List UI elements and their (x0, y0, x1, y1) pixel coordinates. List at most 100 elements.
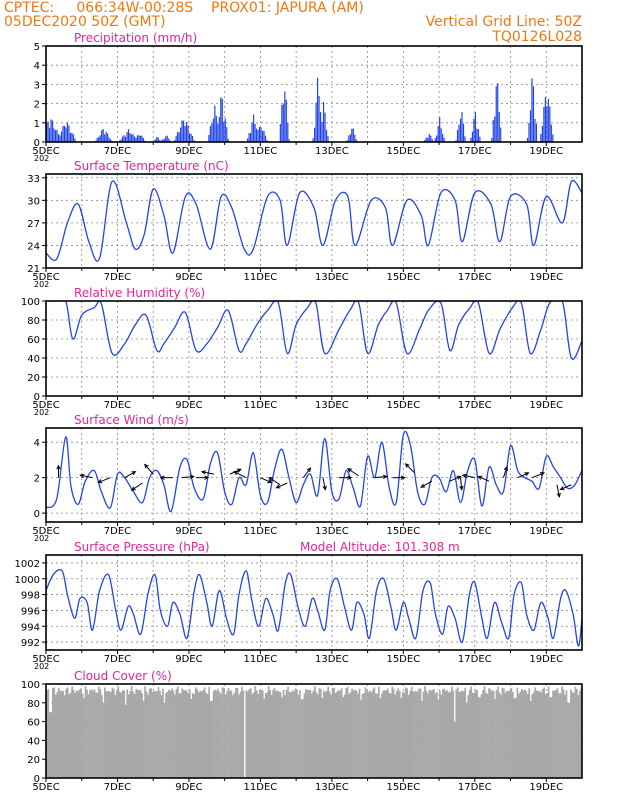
cloud-bar (208, 686, 210, 778)
precip-bar (495, 86, 497, 142)
precip-bar (314, 127, 316, 142)
precip-bar (120, 139, 122, 142)
cloud-bar (367, 691, 370, 778)
precip-bar (249, 133, 252, 142)
wind-arrow-head (382, 474, 388, 479)
precip-bar (98, 136, 100, 142)
wind-arrow-shaft (80, 474, 93, 479)
cloud-bar (449, 691, 452, 778)
cloud-bar (452, 690, 455, 778)
wind-arrow (404, 463, 415, 473)
x-tick-label: 19DEC (529, 526, 563, 537)
cloud-bar (255, 690, 258, 778)
cloud-bar (577, 695, 580, 778)
cloud-bar (217, 688, 219, 778)
header-model-code: TQ0126L028 (492, 29, 582, 45)
y-tick-label: 1000 (15, 575, 40, 586)
cloud-bar (379, 698, 382, 778)
precip-bar (72, 134, 74, 142)
cloud-bar (573, 692, 575, 778)
precip-bar (184, 126, 186, 142)
precip-bar (224, 118, 226, 142)
cloud-bar (571, 692, 574, 778)
wind-arrow-head (236, 468, 242, 473)
y-tick-label: 60 (27, 718, 40, 729)
cloud-bar (89, 690, 91, 778)
cloud-bar (489, 689, 492, 778)
cloud-bar (239, 692, 242, 778)
precip-bar (442, 133, 444, 142)
precip-bar (321, 121, 323, 142)
precip-bar (440, 128, 442, 142)
cloud-bar (166, 691, 169, 778)
x-tick-label: 11DEC (244, 400, 278, 411)
precip-bar (540, 133, 542, 142)
wind-arrow-head (477, 475, 483, 480)
cloud-bar (529, 700, 532, 778)
precip-bar (424, 139, 426, 142)
precip-bar (174, 140, 176, 142)
precip-bar (96, 137, 98, 142)
cloud-bar (269, 689, 272, 778)
cloud-bar (96, 692, 99, 778)
precip-bar (354, 134, 356, 142)
precip-bar (455, 140, 457, 142)
precip-series (46, 77, 554, 142)
precip-bar (254, 123, 256, 142)
precip-bar (59, 135, 61, 142)
cloud-bar (325, 690, 328, 778)
x-tick-label: 11DEC (244, 526, 278, 537)
cloud-title: Cloud Cover (%) (74, 669, 172, 683)
precip-bar (166, 135, 168, 142)
wind-arrow (477, 475, 490, 482)
x-tick-label: 9DEC (175, 146, 202, 157)
cloud-bar (194, 687, 197, 778)
wind-arrow (449, 475, 462, 482)
cloud-bar (235, 688, 237, 778)
cloud-bar (407, 695, 410, 778)
wind-arrow (322, 477, 327, 491)
cloud-bar (196, 689, 199, 778)
precip-bar (132, 133, 134, 142)
pressure-line (46, 568, 582, 647)
cloud-bar (284, 695, 286, 778)
cloud-bar (479, 697, 481, 778)
cloud-bar (516, 687, 519, 778)
precip-bar (355, 139, 357, 142)
precip-bar (479, 136, 481, 142)
cloud-bar (221, 687, 224, 778)
precip-bar (257, 130, 259, 142)
cloud-bar (197, 692, 200, 778)
cloud-bar (397, 688, 400, 778)
precip-bar (437, 126, 439, 142)
precip-bar (498, 112, 500, 142)
wind-arrow (556, 484, 561, 498)
precip-bar (209, 126, 211, 142)
x-tick-label: 13DEC (315, 526, 349, 537)
wind-arrow (302, 467, 312, 478)
cloud-bar (174, 694, 176, 778)
cloud-bar (315, 692, 318, 778)
precip-bar (127, 129, 130, 142)
rh-frame (45, 300, 583, 397)
precip-bar (193, 140, 195, 142)
cloud-bar (552, 690, 554, 778)
cloud-bar (476, 690, 478, 778)
x-tick-label: 17DEC (458, 782, 492, 793)
cloud-bar (227, 687, 230, 778)
cloud-bar (546, 692, 548, 778)
cloud-bar (404, 687, 407, 778)
cloud-bar (273, 688, 276, 778)
cloud-bar (224, 694, 227, 778)
precip-bar (287, 122, 289, 142)
cloud-bar (433, 689, 435, 778)
y-tick-label: 80 (27, 699, 40, 710)
precip-bar (494, 116, 496, 142)
precip-bar (102, 129, 104, 142)
wind-arrow-shaft (302, 467, 311, 478)
wind-arrow (97, 477, 111, 484)
cloud-bar (483, 686, 486, 778)
wind-arrow-shaft (560, 484, 572, 491)
cloud-bar (553, 690, 556, 778)
precip-bar (430, 135, 432, 142)
